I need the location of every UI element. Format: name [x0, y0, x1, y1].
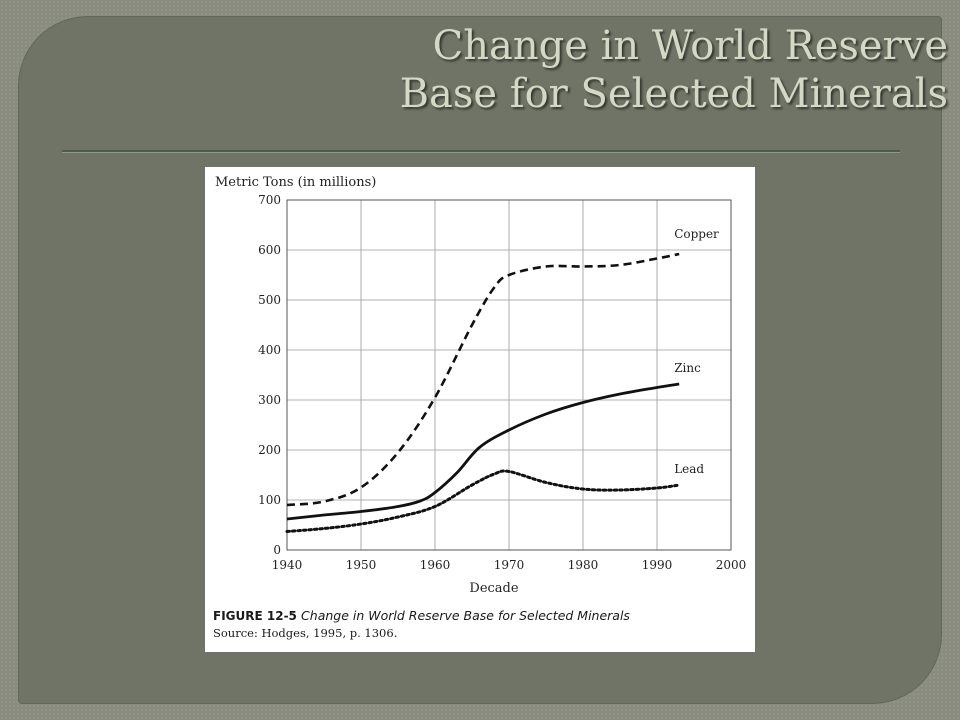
plot-frame: [286, 199, 732, 551]
y-tick-label: 400: [258, 343, 281, 357]
x-tick-label: 1970: [494, 558, 525, 572]
x-tick-label: 1940: [272, 558, 303, 572]
y-tick-label: 200: [258, 443, 281, 457]
chart-grid: [286, 199, 732, 551]
figure-label: FIGURE 12-5: [213, 609, 297, 623]
x-tick-label: 1960: [420, 558, 451, 572]
chart-axes: [286, 199, 732, 551]
series-line-copper: [286, 252, 680, 507]
slide-title-line-2: Base for Selected Minerals: [399, 71, 948, 117]
x-tick-label: 1980: [568, 558, 599, 572]
y-tick-label: 500: [258, 293, 281, 307]
series-label-zinc: Zinc: [674, 361, 701, 375]
slide-title-line-1: Change in World Reserve: [432, 23, 948, 69]
line-chart: 0 100 200 300 400 500 600 700 1940 1950 1960 1970 19…: [215, 175, 746, 596]
figure-caption-text: Change in World Reserve Base for Selecte…: [301, 608, 630, 623]
y-tick-label: 300: [258, 393, 281, 407]
series-line-zinc: [286, 382, 680, 521]
series-line-lead: [285, 469, 681, 533]
chart-labels: 0 100 200 300 400 500 600 700 1940 1950 1960 1970 19…: [215, 175, 746, 596]
series-label-lead: Lead: [674, 462, 704, 476]
figure-caption: FIGURE 12-5 Change in World Reserve Base…: [213, 607, 753, 642]
series-label-copper: Copper: [674, 227, 719, 241]
x-tick-label: 1990: [642, 558, 673, 572]
x-tick-label: 1950: [346, 558, 377, 572]
figure-image: 0 100 200 300 400 500 600 700 1940 1950 1960 1970 19…: [205, 167, 755, 652]
figure-source: Source: Hodges, 1995, p. 1306.: [213, 626, 398, 640]
slide-title: Change in World Reserve Base for Selecte…: [328, 22, 948, 118]
x-tick-label: 2000: [716, 558, 747, 572]
y-tick-label: 100: [258, 493, 281, 507]
title-divider: [62, 150, 900, 153]
y-tick-label: 0: [273, 543, 281, 557]
y-tick-label: 700: [258, 193, 281, 207]
y-tick-label: 600: [258, 243, 281, 257]
chart-series: [285, 252, 681, 533]
y-axis-label: Metric Tons (in millions): [215, 175, 376, 190]
x-axis-label: Decade: [469, 581, 518, 596]
